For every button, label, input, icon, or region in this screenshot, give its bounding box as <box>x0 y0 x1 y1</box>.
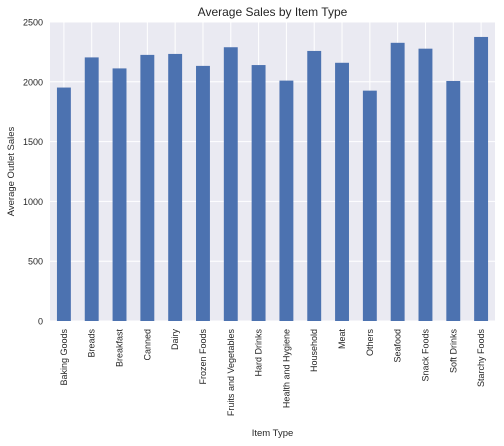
y-tick-label: 1500 <box>23 137 43 147</box>
y-tick-label: 2500 <box>23 18 43 28</box>
bar <box>307 50 322 321</box>
bars <box>56 36 489 322</box>
y-tick-label: 1000 <box>23 197 43 207</box>
bar <box>140 54 155 321</box>
bar <box>418 48 433 321</box>
y-tick-label: 500 <box>28 257 43 267</box>
bar <box>223 47 238 322</box>
bar <box>446 80 461 321</box>
bar <box>390 42 405 322</box>
x-tick-label: Breads <box>87 329 97 358</box>
x-tick-label: Dairy <box>170 329 180 351</box>
bar <box>196 65 210 321</box>
x-tick-label: Others <box>365 329 375 357</box>
bar <box>474 36 489 321</box>
x-tick-label: Household <box>309 329 319 372</box>
bar <box>168 53 183 322</box>
y-tick-labels: 0 500 1000 1500 2000 2500 <box>23 18 43 327</box>
x-tick-label: Baking Goods <box>59 329 69 386</box>
bar <box>335 62 349 321</box>
x-tick-label: Snack Foods <box>420 329 430 382</box>
x-tick-label: Fruits and Vegetables <box>226 329 236 417</box>
y-axis-label: Average Outlet Sales <box>6 126 17 216</box>
x-tick-label: Breakfast <box>115 329 125 368</box>
x-tick-label: Frozen Foods <box>198 329 208 385</box>
x-axis-label: Item Type <box>252 428 294 439</box>
x-tick-label: Meat <box>337 329 347 350</box>
bar <box>112 68 127 321</box>
y-tick-label: 0 <box>38 317 43 327</box>
x-tick-label: Hard Drinks <box>254 329 264 377</box>
x-tick-label: Starchy Foods <box>476 329 486 388</box>
bar <box>251 65 266 321</box>
chart-title: Average Sales by Item Type <box>198 5 348 19</box>
y-tick-label: 2000 <box>23 77 43 87</box>
x-tick-label: Canned <box>142 329 152 361</box>
x-tick-label: Soft Drinks <box>448 329 458 374</box>
x-tick-label: Seafood <box>393 329 403 363</box>
x-tick-label: Health and Hygiene <box>281 329 291 408</box>
bar <box>362 90 377 322</box>
bar <box>279 80 294 321</box>
bar <box>84 57 99 321</box>
bar <box>56 87 71 321</box>
x-tick-labels: Baking Goods Breads Breakfast Canned Dairy Fr… <box>59 329 486 417</box>
